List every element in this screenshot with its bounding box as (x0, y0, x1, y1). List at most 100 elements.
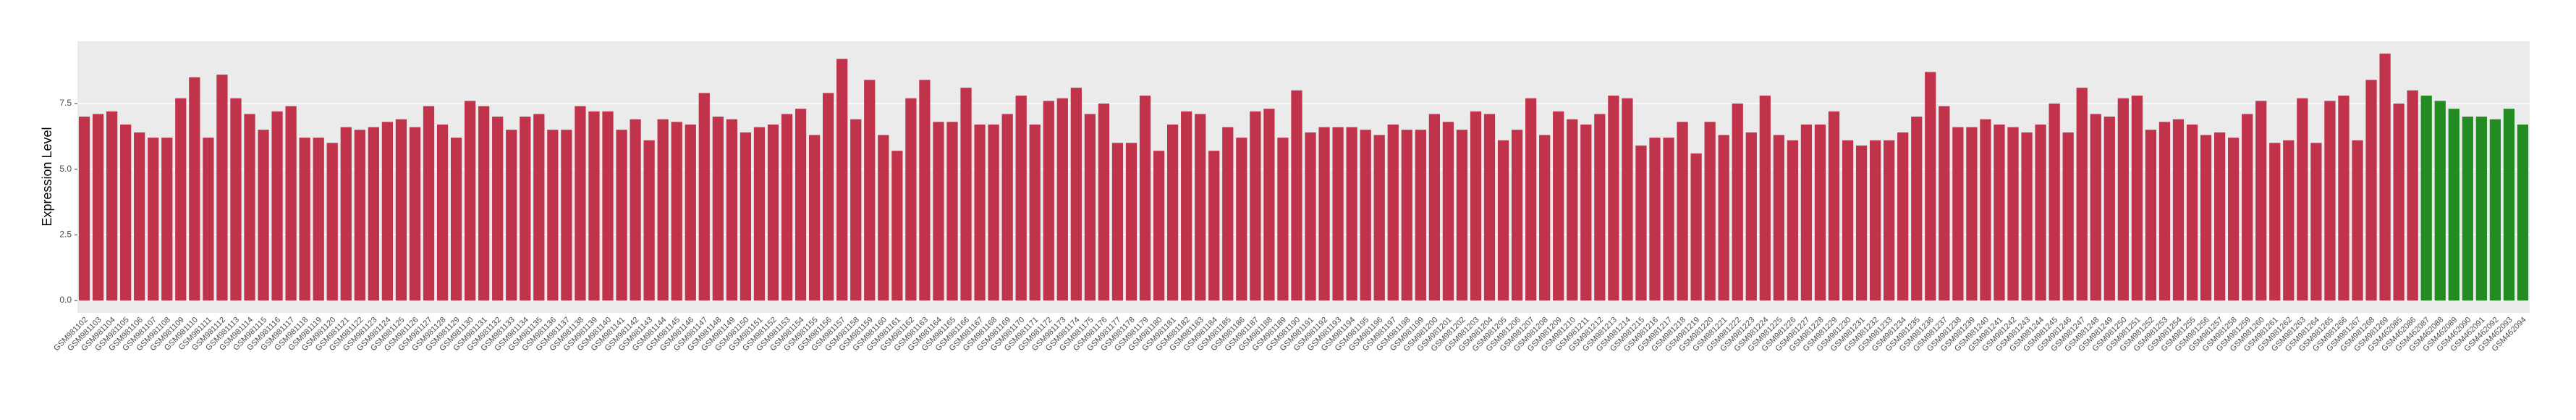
bar (616, 130, 627, 301)
bar (2035, 124, 2046, 301)
bar (189, 77, 200, 301)
bar (203, 138, 214, 301)
bar (1622, 98, 1633, 301)
bar (878, 135, 889, 301)
bar (2310, 143, 2322, 301)
bar (2379, 54, 2391, 301)
bar (1814, 124, 1826, 301)
bar (1291, 90, 1302, 301)
bar (1925, 72, 1936, 301)
bar (2338, 96, 2350, 301)
bar (492, 117, 504, 301)
bar (1897, 132, 1909, 301)
bar (2365, 80, 2377, 301)
bar (2228, 138, 2240, 301)
bar (2503, 109, 2515, 301)
bar (2213, 132, 2226, 301)
bar (436, 124, 449, 301)
bar (216, 75, 228, 301)
bar (2103, 117, 2115, 301)
bar (2062, 132, 2074, 301)
y-tick-label: 2.5 (59, 229, 72, 239)
bar (1828, 111, 1840, 301)
bar (2448, 109, 2460, 301)
bar (2269, 143, 2281, 301)
bar (1305, 132, 1316, 301)
bar (2324, 101, 2336, 301)
bar (2172, 119, 2185, 301)
bar (313, 138, 324, 301)
bar (2283, 140, 2295, 301)
bar (561, 130, 572, 301)
bar (2007, 127, 2019, 301)
bar (2117, 98, 2129, 301)
bar (354, 130, 365, 301)
bar (175, 98, 187, 301)
bar (478, 106, 490, 301)
bar (450, 138, 462, 301)
bar (836, 59, 848, 301)
bar (988, 124, 999, 301)
bar (1787, 140, 1799, 301)
bar (1855, 145, 1868, 301)
bar (2434, 101, 2446, 301)
bar (905, 98, 917, 301)
bar (974, 124, 986, 301)
bar (795, 109, 807, 301)
bar (106, 111, 118, 301)
bar (1497, 140, 1509, 301)
bar (1980, 119, 1991, 301)
bar (1594, 114, 1606, 301)
bar (726, 119, 737, 301)
bar (1635, 145, 1647, 301)
bar (381, 122, 394, 301)
bar (1360, 130, 1371, 301)
bar (465, 101, 476, 301)
bar (2420, 96, 2432, 301)
bar (161, 138, 173, 301)
bar (1277, 138, 1289, 301)
bar (2475, 117, 2487, 301)
bar (271, 111, 283, 301)
bar (1250, 111, 1261, 301)
bar (395, 119, 407, 301)
y-axis-title: Expression Level (40, 127, 54, 226)
bar (1167, 124, 1179, 301)
bar (864, 80, 876, 301)
bar (2255, 101, 2267, 301)
bar (92, 114, 104, 301)
bar (1222, 127, 1234, 301)
bar (712, 117, 724, 301)
bar (1070, 88, 1082, 301)
bar (1181, 111, 1192, 301)
bar (1456, 130, 1468, 301)
bar (148, 138, 159, 301)
bar (946, 122, 958, 301)
bar (2352, 140, 2363, 301)
bar (1539, 135, 1551, 301)
bar (2076, 88, 2088, 301)
bar (1553, 111, 1564, 301)
bar (781, 114, 793, 301)
bar (643, 140, 655, 301)
bar (1567, 119, 1578, 301)
bar (850, 119, 862, 301)
bar (506, 130, 517, 301)
bar (2297, 98, 2308, 301)
bar (1677, 122, 1688, 301)
bar (1994, 124, 2005, 301)
bar (1704, 122, 1716, 301)
bar (2090, 114, 2101, 301)
bar (2462, 117, 2473, 301)
bar (2131, 96, 2143, 301)
bar (575, 106, 586, 301)
bar (520, 117, 531, 301)
bar (368, 127, 379, 301)
bar (2048, 103, 2060, 301)
bar (244, 114, 255, 301)
bar (285, 106, 297, 301)
bar (1111, 143, 1124, 301)
bar (299, 138, 310, 301)
bar (1800, 124, 1813, 301)
bar (1056, 98, 1068, 301)
